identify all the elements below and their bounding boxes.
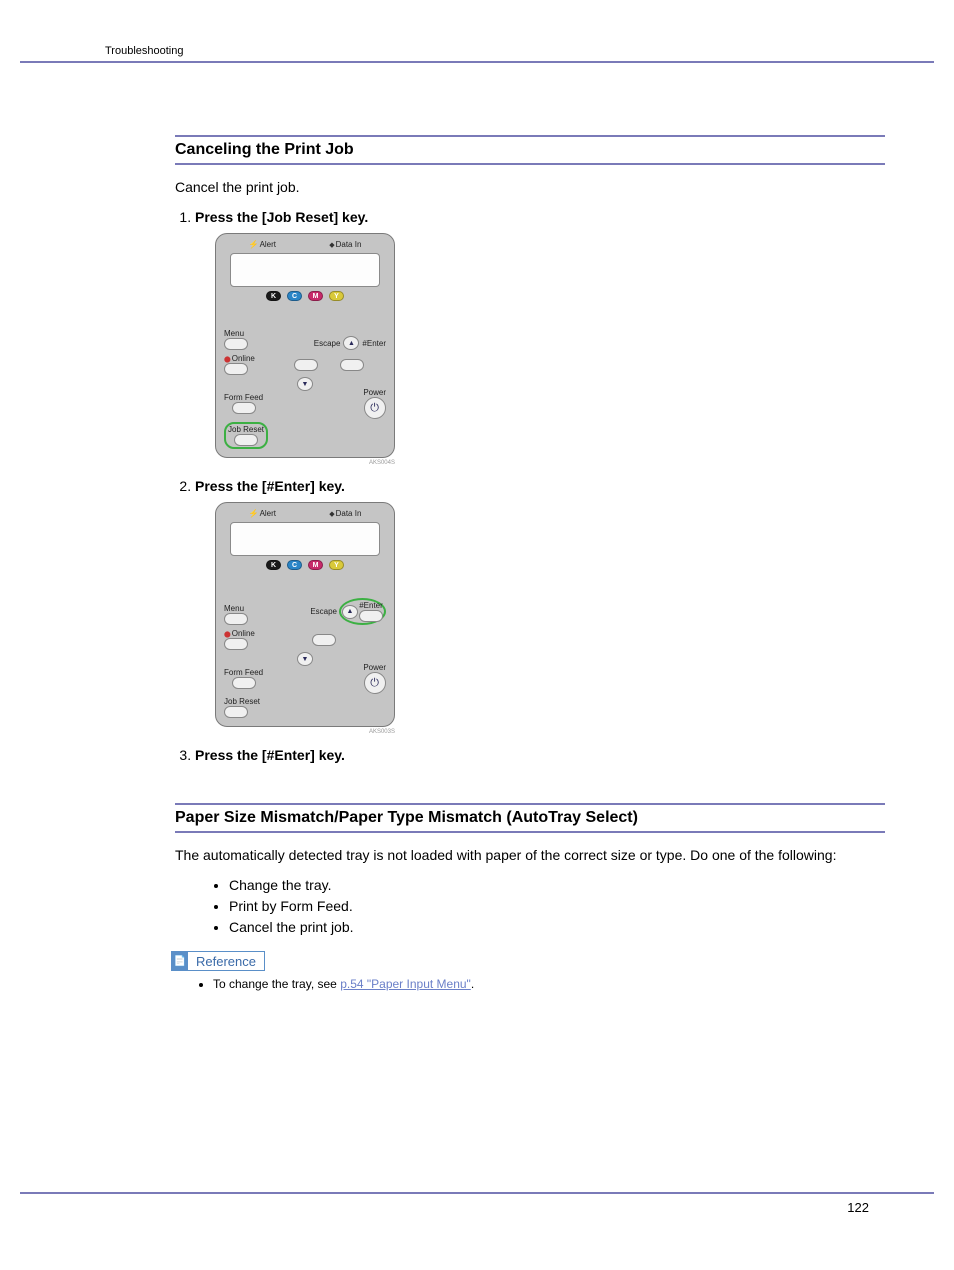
enter-button[interactable] xyxy=(359,610,383,622)
section-heading-cancel: Canceling the Print Job xyxy=(175,135,885,165)
jobreset-button[interactable] xyxy=(224,706,248,718)
step-1: Press the [Job Reset] key. Alert Data In… xyxy=(195,209,885,466)
step-2-label: Press the [#Enter] key. xyxy=(195,478,345,494)
page-header: Troubleshooting xyxy=(20,45,934,63)
panel-enter: #Enter xyxy=(362,339,386,348)
escape-button[interactable] xyxy=(312,634,336,646)
step-3: Press the [#Enter] key. xyxy=(195,747,885,763)
reference-link[interactable]: p.54 "Paper Input Menu" xyxy=(340,977,471,991)
bullet-list: Change the tray. Print by Form Feed. Can… xyxy=(229,877,885,935)
page-footer: 122 xyxy=(20,1192,934,1215)
menu-button[interactable] xyxy=(224,613,248,625)
panel-datain: Data In xyxy=(336,240,362,249)
panel-jobreset: Job Reset xyxy=(228,425,264,434)
up-button[interactable]: ▲ xyxy=(343,336,359,350)
toner-y: Y xyxy=(329,560,344,570)
panel-online: Online xyxy=(232,354,255,363)
reference-suffix: . xyxy=(471,977,474,991)
highlight-enter: ▲ #Enter xyxy=(339,598,386,625)
control-panel-1: Alert Data In KCMY Menu xyxy=(215,233,395,458)
panel-formfeed: Form Feed xyxy=(224,393,263,402)
toner-k: K xyxy=(266,560,281,570)
step-3-label: Press the [#Enter] key. xyxy=(195,747,345,763)
page-number: 122 xyxy=(847,1200,869,1215)
enter-button[interactable] xyxy=(340,359,364,371)
bullet-1: Change the tray. xyxy=(229,877,885,893)
jobreset-button[interactable] xyxy=(234,434,258,446)
reference-label: Reference xyxy=(188,954,264,969)
toner-m: M xyxy=(308,291,323,301)
breadcrumb: Troubleshooting xyxy=(20,45,934,61)
panel-power: Power xyxy=(363,388,386,397)
section-heading-mismatch: Paper Size Mismatch/Paper Type Mismatch … xyxy=(175,803,885,833)
step-2: Press the [#Enter] key. Alert Data In KC… xyxy=(195,478,885,735)
panel-alert: Alert xyxy=(260,240,276,249)
panel-escape: Escape xyxy=(314,339,341,348)
lcd-screen xyxy=(230,253,380,287)
power-button[interactable]: ⏻ xyxy=(364,672,386,694)
toner-c: C xyxy=(287,291,302,301)
online-button[interactable] xyxy=(224,638,248,650)
toner-c: C xyxy=(287,560,302,570)
formfeed-button[interactable] xyxy=(232,402,256,414)
escape-button[interactable] xyxy=(294,359,318,371)
section2-intro: The automatically detected tray is not l… xyxy=(175,847,885,863)
toner-m: M xyxy=(308,560,323,570)
toner-row: KCMY xyxy=(222,291,388,301)
reference-icon: 📄 xyxy=(172,952,188,970)
lcd-screen xyxy=(230,522,380,556)
formfeed-button[interactable] xyxy=(232,677,256,689)
highlight-jobreset: Job Reset xyxy=(224,422,268,449)
toner-k: K xyxy=(266,291,281,301)
power-button[interactable]: ⏻ xyxy=(364,397,386,419)
up-button[interactable]: ▲ xyxy=(342,605,358,619)
reference-badge: 📄 Reference xyxy=(171,951,265,971)
bullet-2: Print by Form Feed. xyxy=(229,898,885,914)
reference-prefix: To change the tray, see xyxy=(213,977,340,991)
toner-row: KCMY xyxy=(222,560,388,570)
menu-button[interactable] xyxy=(224,338,248,350)
image-code-1: AKS004S xyxy=(215,460,395,466)
reference-list: To change the tray, see p.54 "Paper Inpu… xyxy=(213,977,885,991)
toner-y: Y xyxy=(329,291,344,301)
reference-item: To change the tray, see p.54 "Paper Inpu… xyxy=(213,977,885,991)
control-panel-2: Alert Data In KCMY Menu xyxy=(215,502,395,727)
online-button[interactable] xyxy=(224,363,248,375)
section-intro: Cancel the print job. xyxy=(175,179,885,195)
steps-list: Press the [Job Reset] key. Alert Data In… xyxy=(195,209,885,763)
step-1-label: Press the [Job Reset] key. xyxy=(195,209,368,225)
image-code-2: AKS003S xyxy=(215,729,395,735)
bullet-3: Cancel the print job. xyxy=(229,919,885,935)
panel-menu: Menu xyxy=(224,329,244,338)
